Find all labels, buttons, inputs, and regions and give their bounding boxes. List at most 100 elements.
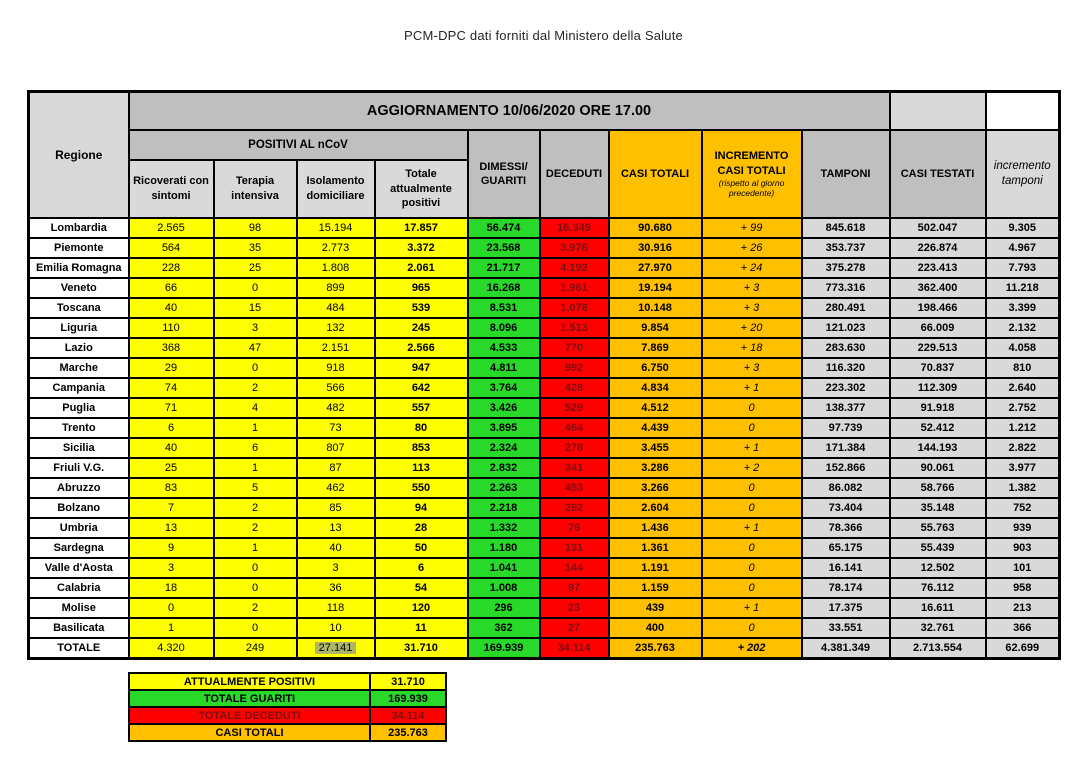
- value-cell: 18: [127, 577, 215, 599]
- value-cell: 1: [127, 617, 215, 639]
- value-cell: 3: [212, 317, 298, 339]
- value-cell: 85: [295, 497, 376, 519]
- value-cell: 1: [212, 457, 298, 479]
- region-name: Basilicata: [27, 617, 130, 639]
- value-cell: 0: [700, 417, 803, 439]
- value-cell: 97: [538, 577, 610, 599]
- value-cell: 9.854: [607, 317, 703, 339]
- value-cell: 98: [212, 217, 298, 239]
- value-cell: 2.832: [466, 457, 541, 479]
- value-cell: 2.263: [466, 477, 541, 499]
- value-cell: 2.773: [295, 237, 376, 259]
- value-cell: 80: [373, 417, 469, 439]
- value-cell: 1.808: [295, 257, 376, 279]
- region-row: Campania 74 2 566 642 3.764 428 4.834 + 1 223.302…: [27, 377, 1061, 399]
- value-cell: + 3: [700, 277, 803, 299]
- value-cell: 2.218: [466, 497, 541, 519]
- value-cell: 2: [212, 497, 298, 519]
- region-name: Marche: [27, 357, 130, 379]
- value-cell: 76: [538, 517, 610, 539]
- value-cell: 78.366: [800, 517, 891, 539]
- value-cell: 21.717: [466, 257, 541, 279]
- value-cell: 11: [373, 617, 469, 639]
- value-cell: 0: [127, 597, 215, 619]
- value-cell: 7: [127, 497, 215, 519]
- header-row-groups: POSITIVI AL nCoV DIMESSI/ GUARITI DECEDU…: [29, 129, 1061, 219]
- header-row-sub: Ricoverati con sintomi Terapia intensiva…: [29, 159, 1060, 219]
- region-row: Puglia 71 4 482 557 3.426 529 4.512 0 138.377 91.9…: [27, 397, 1061, 419]
- value-cell: 6: [127, 417, 215, 439]
- value-cell: 280.491: [800, 297, 891, 319]
- value-cell: 0: [212, 357, 298, 379]
- summary-label: ATTUALMENTE POSITIVI: [128, 672, 371, 691]
- value-cell: 3.455: [607, 437, 703, 459]
- value-cell: 94: [373, 497, 469, 519]
- value-cell: 16.268: [466, 277, 541, 299]
- col-header-deceduti: DECEDUTI: [538, 129, 610, 219]
- value-cell: 2.151: [295, 337, 376, 359]
- value-cell: 144.193: [888, 437, 987, 459]
- value-cell: 2: [212, 597, 298, 619]
- value-cell: 32.761: [888, 617, 987, 639]
- value-cell: 17.375: [800, 597, 891, 619]
- summary-table: ATTUALMENTE POSITIVI 31.710 TOTALE GUARITI…: [128, 672, 447, 742]
- value-cell: 56.474: [466, 217, 541, 239]
- value-cell: 4: [212, 397, 298, 419]
- value-cell: 2.132: [984, 317, 1061, 339]
- value-cell: 899: [295, 277, 376, 299]
- value-cell: 9: [127, 537, 215, 559]
- value-cell: 223.413: [888, 257, 987, 279]
- value-cell: 101: [984, 557, 1061, 579]
- value-cell: 3.976: [538, 237, 610, 259]
- value-cell: 341: [538, 457, 610, 479]
- value-cell: 5: [212, 477, 298, 499]
- summary-label: CASI TOTALI: [128, 723, 371, 742]
- value-cell: + 20: [700, 317, 803, 339]
- value-cell: 15.194: [295, 217, 376, 239]
- value-cell: 245: [373, 317, 469, 339]
- value-cell: 90.061: [888, 457, 987, 479]
- region-name: Emilia Romagna: [27, 257, 130, 279]
- summary-row: TOTALE DECEDUTI 34.114: [128, 706, 447, 725]
- col-header-casi-totali: CASI TOTALI: [607, 129, 703, 219]
- value-cell: 464: [538, 417, 610, 439]
- value-cell: 375.278: [800, 257, 891, 279]
- value-cell: 992: [538, 357, 610, 379]
- value-cell: 40: [295, 537, 376, 559]
- region-row: Calabria 18 0 36 54 1.008 97 1.159 0 78.174 76.112…: [27, 577, 1061, 599]
- value-cell: 66: [127, 277, 215, 299]
- col-header-isolamento: Isolamento domiciliare: [295, 159, 376, 219]
- value-cell: 0: [700, 557, 803, 579]
- region-row: Emilia Romagna 228 25 1.808 2.061 21.717 4.192…: [27, 257, 1061, 279]
- value-cell: 1: [212, 537, 298, 559]
- value-cell: 0: [212, 277, 298, 299]
- value-cell: 19.194: [607, 277, 703, 299]
- value-cell: 428: [538, 377, 610, 399]
- value-cell: 58.766: [888, 477, 987, 499]
- value-cell: 1.513: [538, 317, 610, 339]
- region-name: Calabria: [27, 577, 130, 599]
- value-cell: 110: [127, 317, 215, 339]
- value-cell: 947: [373, 357, 469, 379]
- value-cell: 55.439: [888, 537, 987, 559]
- region-row: Marche 29 0 918 947 4.811 992 6.750 + 3 116.320 70…: [27, 357, 1061, 379]
- value-cell: 2.565: [127, 217, 215, 239]
- region-name: Friuli V.G.: [27, 457, 130, 479]
- region-name: Campania: [27, 377, 130, 399]
- value-cell: 810: [984, 357, 1061, 379]
- value-cell: 74: [127, 377, 215, 399]
- value-cell: 112.309: [888, 377, 987, 399]
- value-cell: 939: [984, 517, 1061, 539]
- value-cell: 116.320: [800, 357, 891, 379]
- value-cell: 8.531: [466, 297, 541, 319]
- col-header-tamponi: TAMPONI: [800, 129, 891, 219]
- value-cell: 1.212: [984, 417, 1061, 439]
- value-cell: 120: [373, 597, 469, 619]
- value-cell: 30.916: [607, 237, 703, 259]
- value-cell: 73: [295, 417, 376, 439]
- value-cell: 770: [538, 337, 610, 359]
- value-cell: 70.837: [888, 357, 987, 379]
- value-cell: 845.618: [800, 217, 891, 239]
- value-cell: 539: [373, 297, 469, 319]
- value-cell: 76.112: [888, 577, 987, 599]
